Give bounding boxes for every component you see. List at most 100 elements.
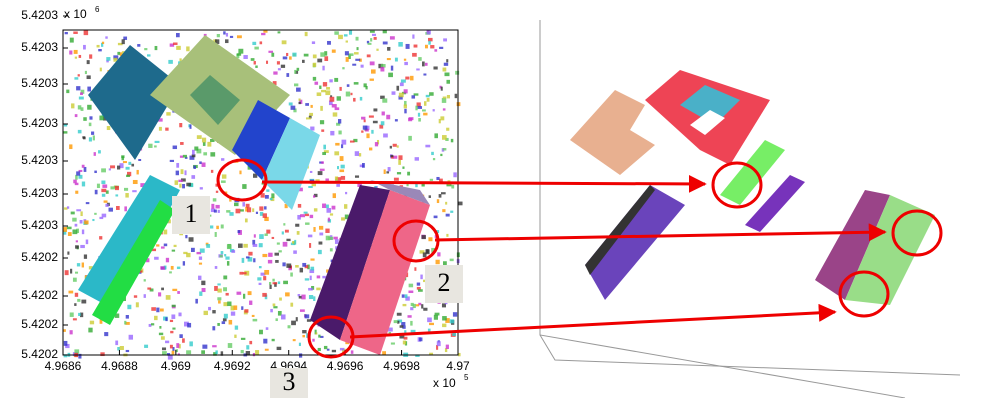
point (434, 49, 437, 51)
point (312, 339, 314, 342)
point (203, 142, 206, 146)
point (161, 288, 164, 291)
point (165, 341, 169, 344)
point (382, 351, 386, 355)
point (199, 257, 202, 260)
point (69, 50, 72, 54)
point (409, 117, 414, 120)
point (155, 141, 160, 143)
point (79, 97, 84, 100)
point (73, 31, 77, 33)
point (322, 152, 326, 155)
point (75, 224, 78, 227)
point (173, 42, 177, 44)
point (422, 235, 426, 239)
point (308, 235, 312, 238)
point (281, 314, 286, 319)
point (172, 250, 175, 252)
point (288, 325, 291, 328)
y-tick-label: 5.4203 (21, 218, 58, 232)
point (200, 187, 203, 189)
point (259, 330, 263, 335)
point (275, 260, 279, 263)
point (189, 341, 193, 346)
point (330, 97, 335, 102)
point (313, 227, 315, 232)
point (380, 67, 384, 72)
point (161, 246, 165, 248)
point (273, 306, 277, 308)
point (311, 105, 313, 108)
point (241, 338, 245, 340)
point (319, 242, 323, 245)
x-tick-label: 4.9692 (214, 359, 251, 373)
point (65, 270, 69, 275)
point (178, 180, 182, 182)
point (342, 140, 347, 145)
point (400, 83, 404, 87)
point (148, 144, 152, 148)
point (430, 179, 433, 181)
point (221, 224, 224, 228)
point (144, 345, 148, 348)
point (363, 126, 368, 130)
point (202, 138, 206, 143)
point (400, 325, 404, 328)
point (154, 316, 158, 320)
point (101, 181, 105, 185)
y-tick-label: 5.4203 (21, 76, 58, 90)
point (300, 214, 305, 217)
point (101, 168, 106, 172)
point (370, 61, 375, 65)
point (318, 335, 320, 338)
point (300, 309, 305, 312)
point (328, 218, 330, 222)
point (172, 328, 175, 330)
point (109, 168, 111, 170)
point (171, 314, 175, 319)
point (355, 59, 360, 61)
point (75, 293, 78, 297)
point (82, 165, 85, 168)
point (338, 119, 341, 123)
point (83, 117, 87, 121)
point (317, 275, 321, 278)
point (164, 244, 167, 247)
point (320, 106, 323, 111)
segment (585, 185, 685, 300)
point (423, 73, 426, 75)
point (249, 341, 252, 344)
point (73, 318, 77, 320)
point (396, 86, 399, 91)
point (453, 312, 457, 316)
point (259, 234, 264, 239)
point (410, 76, 413, 81)
point (404, 109, 406, 114)
point (120, 346, 124, 350)
point (446, 59, 448, 62)
point (76, 171, 80, 175)
point (428, 41, 431, 45)
point (215, 266, 218, 269)
point (110, 186, 114, 189)
point (259, 243, 263, 247)
point (304, 54, 309, 57)
point (416, 68, 419, 70)
point (355, 151, 359, 156)
point (200, 248, 205, 252)
point (341, 165, 345, 169)
point (237, 35, 242, 38)
point (319, 226, 323, 230)
point (286, 53, 288, 56)
point (193, 166, 196, 169)
point (375, 142, 378, 146)
point (253, 244, 258, 247)
point (225, 256, 229, 259)
point (73, 180, 77, 184)
point (67, 206, 69, 208)
point (334, 31, 339, 34)
point (391, 66, 393, 71)
point (322, 276, 326, 279)
point (66, 90, 69, 94)
point (326, 87, 330, 90)
